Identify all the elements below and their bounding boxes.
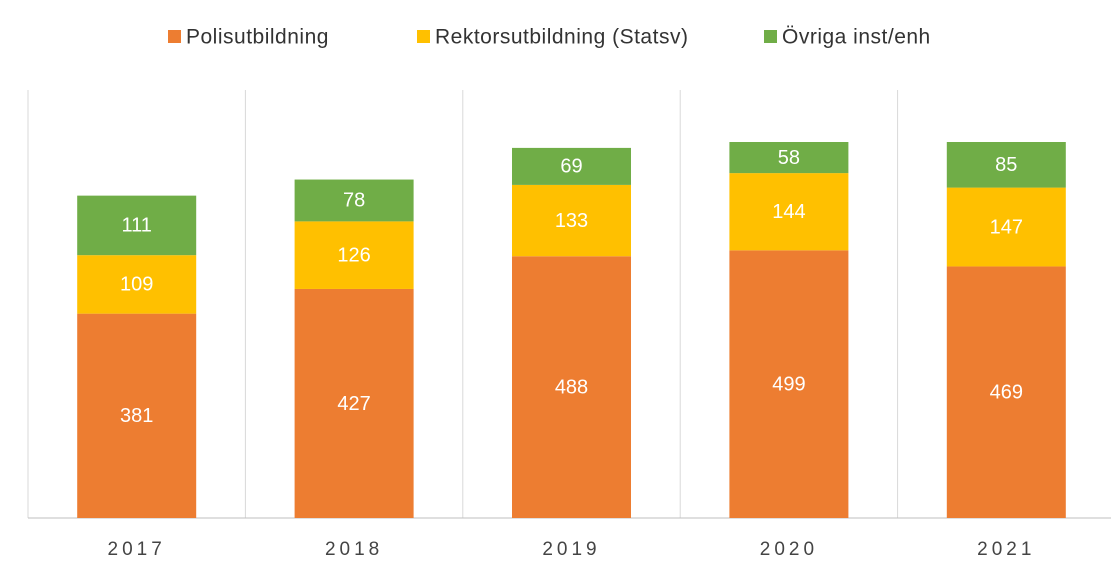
legend-label: Rektorsutbildning (Statsv) bbox=[435, 26, 688, 49]
data-label: 469 bbox=[990, 382, 1023, 404]
bar-segment bbox=[946, 142, 1066, 188]
bar-segment bbox=[512, 184, 631, 257]
bar-segment bbox=[729, 142, 849, 174]
data-label: 381 bbox=[120, 405, 153, 427]
bar-segment bbox=[294, 221, 414, 289]
legend-swatch bbox=[417, 30, 430, 43]
data-label: 109 bbox=[120, 274, 153, 296]
legend-label: Polisutbildning bbox=[186, 26, 329, 49]
bar-segment bbox=[512, 147, 631, 185]
bar-segment bbox=[77, 313, 197, 518]
x-tick-label: 2020 bbox=[760, 539, 818, 560]
data-label: 78 bbox=[343, 190, 365, 212]
data-label: 488 bbox=[555, 376, 588, 398]
data-label: 69 bbox=[560, 156, 582, 178]
data-label: 427 bbox=[337, 393, 370, 415]
x-tick-label: 2017 bbox=[108, 539, 166, 560]
bar-segment bbox=[77, 255, 197, 314]
data-label: 126 bbox=[337, 244, 370, 266]
bar-segment bbox=[77, 195, 197, 256]
bar-segment bbox=[729, 173, 849, 251]
data-label: 144 bbox=[772, 201, 805, 223]
data-label: 111 bbox=[121, 215, 151, 237]
data-label: 133 bbox=[555, 210, 588, 232]
bar-segment bbox=[946, 187, 1066, 267]
legend-swatch bbox=[764, 30, 777, 43]
x-tick-label: 2018 bbox=[325, 539, 383, 560]
data-label: 58 bbox=[778, 147, 800, 169]
bar-segment bbox=[512, 256, 631, 518]
bar-segment bbox=[294, 288, 414, 518]
data-label: 499 bbox=[772, 373, 805, 395]
bar-segment bbox=[946, 266, 1066, 518]
data-label: 147 bbox=[990, 216, 1023, 238]
bar-segment bbox=[729, 250, 849, 518]
data-label: 85 bbox=[995, 154, 1017, 176]
x-tick-label: 2021 bbox=[977, 539, 1035, 560]
legend-label: Övriga inst/enh bbox=[782, 26, 931, 49]
legend-swatch bbox=[168, 30, 181, 43]
x-tick-label: 2019 bbox=[542, 539, 600, 560]
bar-segment bbox=[294, 179, 414, 222]
